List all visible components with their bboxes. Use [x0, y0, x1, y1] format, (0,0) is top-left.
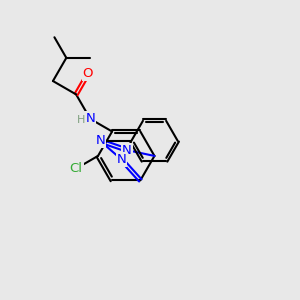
- Text: H: H: [76, 115, 85, 125]
- Text: N: N: [85, 112, 95, 125]
- Text: N: N: [95, 134, 105, 147]
- Text: O: O: [83, 67, 93, 80]
- Text: N: N: [117, 153, 126, 166]
- Text: N: N: [122, 144, 132, 157]
- Text: Cl: Cl: [70, 162, 83, 175]
